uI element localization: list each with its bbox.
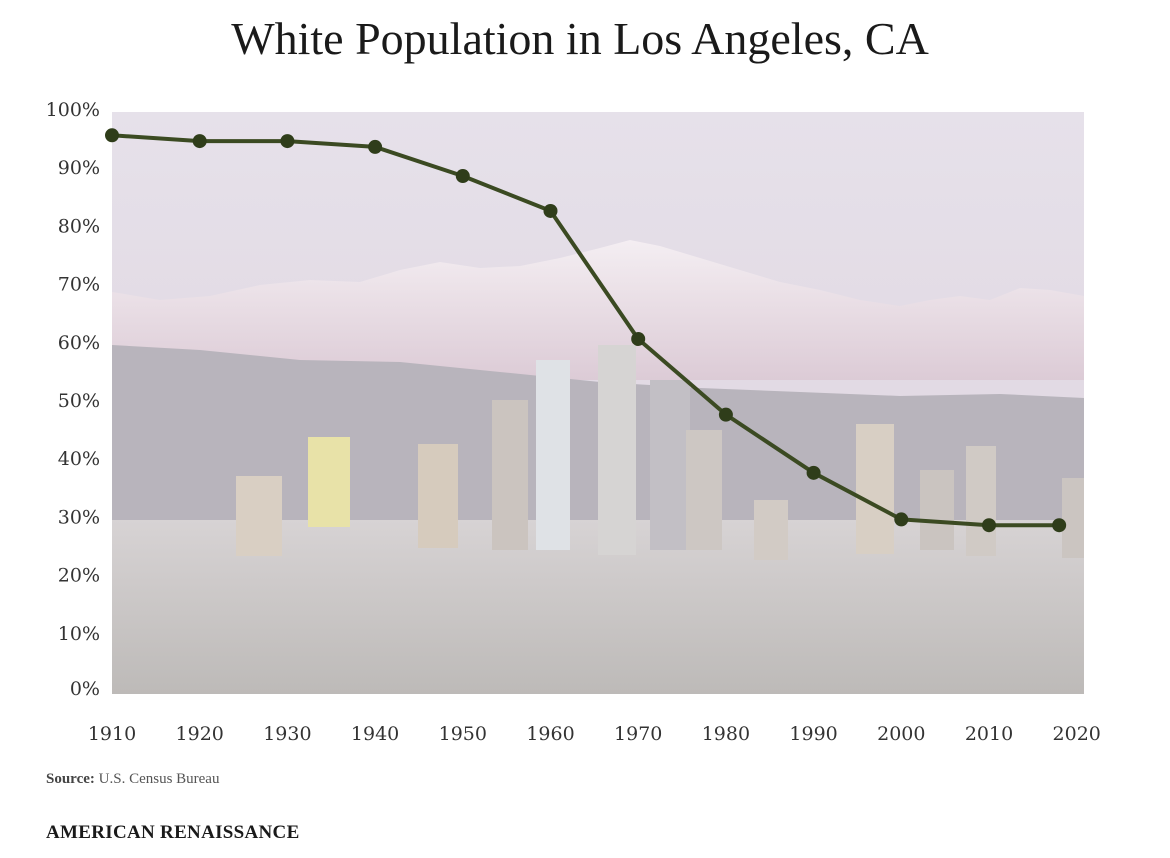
- data-point: [368, 139, 383, 154]
- y-tick-label: 80%: [58, 215, 100, 237]
- data-point: [1052, 518, 1067, 533]
- data-point: [631, 331, 646, 346]
- y-tick-label: 30%: [58, 506, 100, 528]
- x-tick-label: 2000: [877, 723, 925, 745]
- data-point: [894, 512, 909, 527]
- source-note: Source: U.S. Census Bureau: [46, 771, 219, 788]
- x-tick-label: 1920: [176, 723, 224, 745]
- source-text: U.S. Census Bureau: [98, 771, 220, 787]
- series-points: [105, 128, 1067, 533]
- x-tick-label: 2020: [1053, 723, 1101, 745]
- source-label: Source:: [46, 771, 95, 787]
- data-point: [455, 169, 470, 184]
- data-point: [806, 465, 821, 480]
- x-tick-label: 1940: [351, 723, 399, 745]
- y-tick-label: 40%: [58, 448, 100, 470]
- x-tick-label: 2010: [965, 723, 1013, 745]
- x-tick-label: 1990: [789, 723, 837, 745]
- data-point: [718, 407, 733, 422]
- data-point: [543, 203, 558, 218]
- y-tick-label: 20%: [58, 565, 100, 587]
- y-tick-label: 100%: [46, 99, 100, 121]
- x-tick-label: 1930: [263, 723, 311, 745]
- y-tick-label: 50%: [58, 390, 100, 412]
- x-tick-label: 1960: [526, 723, 574, 745]
- chart-title: White Population in Los Angeles, CA: [231, 13, 929, 64]
- skyline-buildings: [236, 345, 1084, 560]
- data-point: [280, 134, 295, 149]
- data-point: [192, 134, 207, 149]
- x-tick-label: 1980: [702, 723, 750, 745]
- y-tick-label: 10%: [58, 623, 100, 645]
- series-line: [111, 133, 1060, 528]
- background-photo: [112, 112, 1084, 694]
- x-tick-label: 1910: [88, 723, 136, 745]
- y-tick-label: 0%: [70, 678, 100, 700]
- y-tick-label: 70%: [58, 274, 100, 296]
- x-tick-label: 1950: [439, 723, 487, 745]
- brand-name: AMERICAN RENAISSANCE: [46, 822, 300, 843]
- y-tick-label: 90%: [58, 157, 100, 179]
- data-point: [105, 128, 119, 143]
- y-tick-label: 60%: [58, 332, 100, 354]
- x-axis: 1910 1920 1930 1940 1950 1960 1970 1980 1990 2000…: [88, 723, 1101, 745]
- snow-mountains: [112, 240, 1084, 380]
- data-point: [982, 518, 996, 533]
- y-axis: 0% 10% 20% 30% 40% 50% 60% 70% 80% 90% 100%: [46, 99, 100, 700]
- x-tick-label: 1970: [614, 723, 662, 745]
